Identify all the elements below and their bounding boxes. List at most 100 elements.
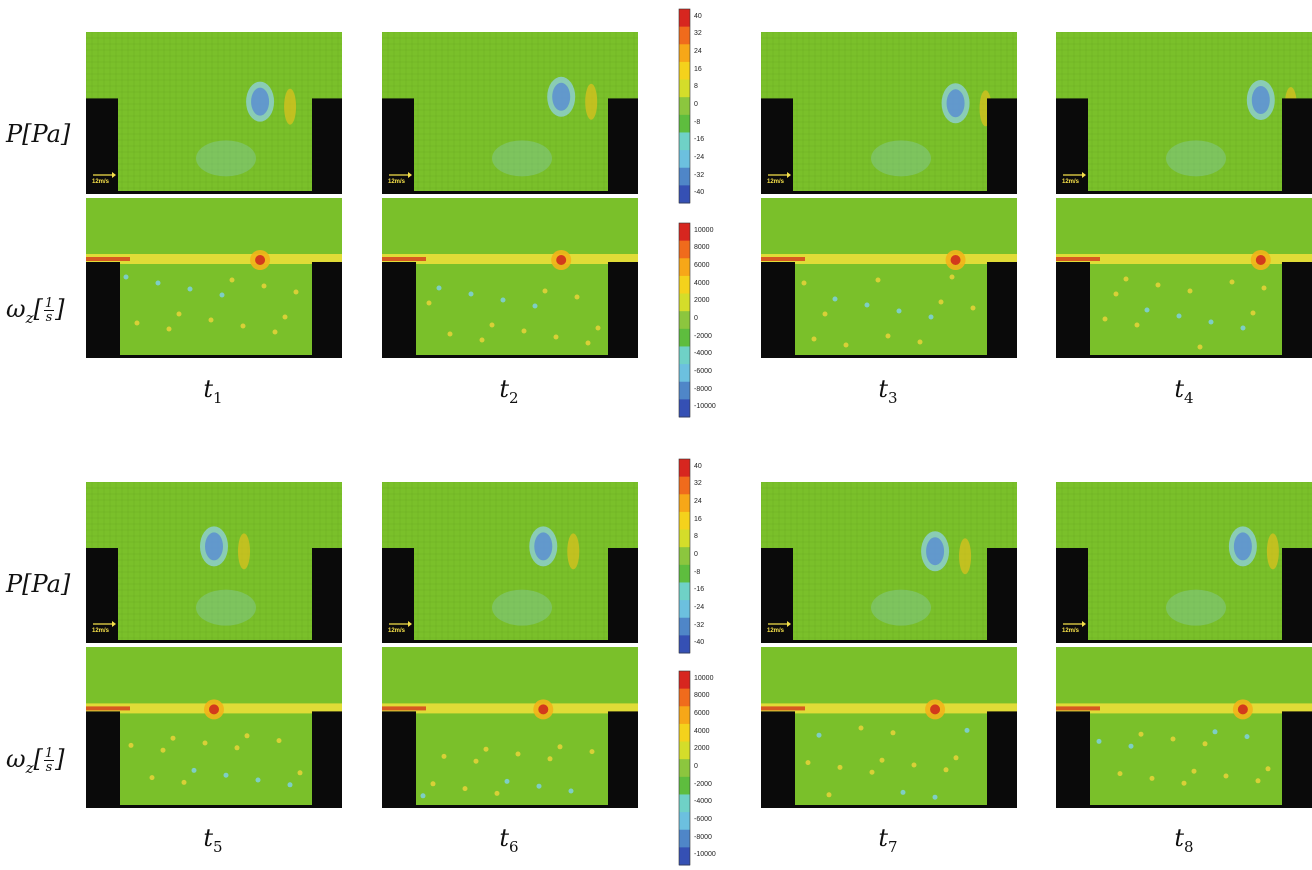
vorticity-spot xyxy=(1202,741,1208,747)
vorticity-spot xyxy=(134,320,140,326)
vorticity-spot xyxy=(521,328,527,334)
vorticity-row-label-1: ωz[1 s] xyxy=(6,295,65,327)
colorbar-segment xyxy=(679,582,690,601)
vortex-core xyxy=(1233,532,1252,561)
vorticity-spot xyxy=(1255,778,1261,784)
colorbar-tick-label: 8000 xyxy=(694,692,710,700)
vorticity-spot xyxy=(128,742,134,748)
colorbar-tick-label: 24 xyxy=(694,48,702,56)
vortex-core xyxy=(205,532,223,561)
vortex-core xyxy=(950,255,961,265)
colorbar-tick-label: 6000 xyxy=(694,262,710,270)
cavity-left-wall xyxy=(1056,548,1088,643)
high-pressure-region xyxy=(567,533,580,570)
vorticity-spot xyxy=(293,289,299,295)
vortex-core xyxy=(1251,86,1270,115)
colorbar-segment xyxy=(679,258,690,277)
colorbar-tick-label: 2000 xyxy=(694,297,710,305)
cavity-left-wall xyxy=(86,262,120,358)
high-pressure-region xyxy=(238,533,250,570)
colorbar-segment xyxy=(679,79,690,98)
colorbar-tick-label: -10000 xyxy=(694,851,716,859)
pressure-field-panel-t6: 12m/s xyxy=(382,482,638,643)
vorticity-spot xyxy=(1240,325,1246,331)
vorticity-spot xyxy=(585,340,591,346)
cavity-right-wall xyxy=(312,98,342,194)
vorticity-spot xyxy=(272,329,278,335)
vorticity-spot xyxy=(928,314,934,320)
vorticity-spot xyxy=(900,789,906,795)
cavity-right-wall xyxy=(987,548,1017,643)
vorticity-spot xyxy=(223,772,229,778)
field-background xyxy=(1056,198,1312,358)
colorbar-segment xyxy=(679,564,690,583)
vorticity-colorbar-2: 10000 8000 6000 4000 2000 0 -2000 -4000 -6000 -80… xyxy=(678,670,738,866)
vorticity-spot xyxy=(1128,743,1134,749)
vorticity-spot xyxy=(191,767,197,773)
cavity-floor xyxy=(761,355,1017,358)
cavity-right-wall xyxy=(608,711,638,808)
shear-layer xyxy=(761,703,1017,714)
colorbar-segment xyxy=(679,328,690,347)
vorticity-spot xyxy=(589,749,595,755)
colorbar-tick-label: -24 xyxy=(694,603,705,611)
colorbar-segment xyxy=(679,706,690,725)
high-pressure-region xyxy=(1266,533,1279,570)
high-pressure-region xyxy=(585,83,598,120)
cavity-floor xyxy=(1056,191,1312,194)
vorticity-spot xyxy=(1261,285,1267,291)
vortex-core xyxy=(556,255,567,265)
vorticity-spot xyxy=(1176,313,1182,319)
velocity-scale-arrow xyxy=(93,172,116,178)
cavity-floor xyxy=(86,640,342,643)
colorbar-segment xyxy=(679,671,690,690)
colorbar-segment xyxy=(679,61,690,81)
cavity-left-wall xyxy=(382,548,414,643)
pressure-field-panel-t4: 12m/s xyxy=(1056,32,1312,194)
vorticity-spot xyxy=(536,783,542,789)
colorbar-segment xyxy=(679,476,690,495)
vorticity-spot xyxy=(170,735,176,741)
vorticity-spot xyxy=(864,302,870,308)
colorbar-segment xyxy=(679,459,690,478)
vortex-core xyxy=(930,704,941,715)
colorbar-tick-label: 0 xyxy=(694,315,698,322)
colorbar-segment xyxy=(679,114,690,133)
secondary-low-pressure xyxy=(871,589,931,626)
pressure-colorbar-2: 40 32 24 16 8 0 -8 -16 -24 -32 -40 xyxy=(678,458,738,654)
velocity-scale-arrow xyxy=(93,621,116,627)
vorticity-spot xyxy=(964,727,970,733)
colorbar-segment xyxy=(679,741,690,760)
cavity-right-wall xyxy=(312,548,342,643)
vorticity-spot xyxy=(483,746,489,752)
pressure-field-panel-t8: 12m/s xyxy=(1056,482,1312,643)
colorbar-tick-label: -8 xyxy=(694,118,701,126)
colorbar-tick-label: -6000 xyxy=(694,815,712,823)
vorticity-spot xyxy=(297,770,303,776)
colorbar-segment xyxy=(679,311,690,330)
colorbar-tick-label: 24 xyxy=(694,498,702,506)
vorticity-spot xyxy=(255,777,261,783)
colorbar-tick-label: 32 xyxy=(694,480,702,488)
secondary-low-pressure xyxy=(492,140,552,177)
vorticity-spot xyxy=(858,725,864,731)
colorbar-tick-label: -2000 xyxy=(694,332,712,340)
velocity-scale-label: 12m/s xyxy=(767,628,785,634)
colorbar-segment xyxy=(679,150,690,169)
colorbar-segment xyxy=(679,829,690,848)
colorbar-segment xyxy=(679,547,690,566)
vortex-core xyxy=(1237,704,1248,715)
vortex-core xyxy=(534,532,553,561)
vorticity-spot xyxy=(932,794,938,800)
vorticity-spot xyxy=(885,333,891,339)
cavity-right-wall xyxy=(987,711,1017,808)
vorticity-field-panel-t3 xyxy=(761,198,1017,358)
vorticity-spot xyxy=(473,758,479,764)
vorticity-field-panel-t5 xyxy=(86,647,342,808)
cavity-floor xyxy=(761,191,1017,194)
field-background xyxy=(86,32,342,194)
vorticity-spot xyxy=(149,775,155,781)
colorbar-segment xyxy=(679,617,690,636)
shear-layer xyxy=(382,254,638,264)
velocity-scale-arrow xyxy=(768,621,791,627)
